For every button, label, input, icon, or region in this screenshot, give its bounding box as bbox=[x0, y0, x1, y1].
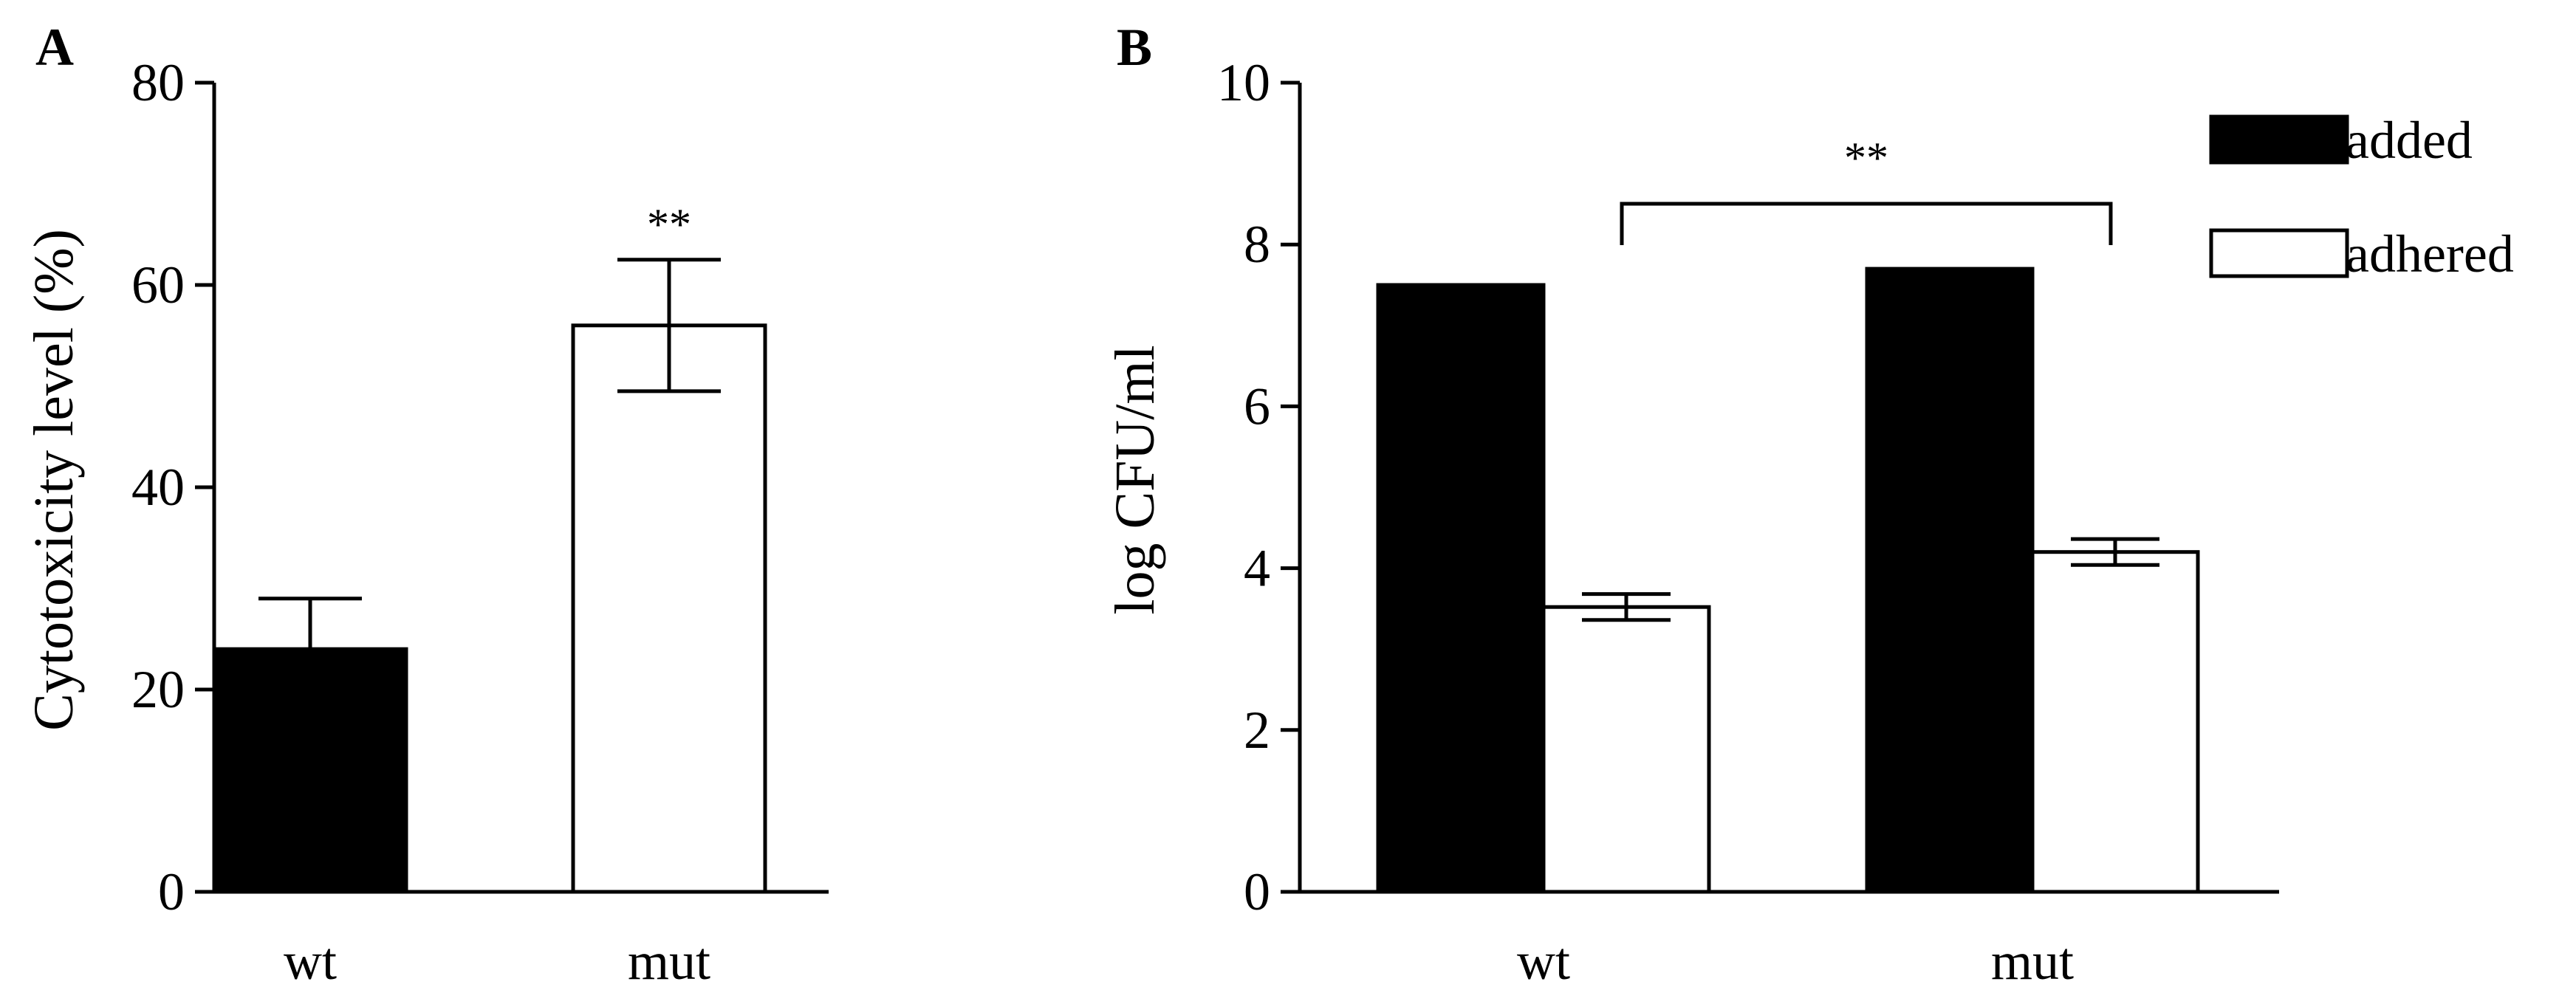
panel-b-error-bar-mut-adhered bbox=[2071, 537, 2159, 567]
panel-a-error-bar-mut bbox=[617, 258, 721, 393]
panel-b-significance-bracket bbox=[1620, 202, 2113, 245]
panel-a-bar-mut bbox=[571, 323, 767, 894]
panel-a-error-bar-wt bbox=[258, 597, 362, 650]
panel-letter-a: A bbox=[35, 18, 74, 77]
panel-a-significance-mut: ** bbox=[647, 200, 691, 249]
panel-b-y-tick-label-10: 10 bbox=[1217, 53, 1270, 112]
panel-b-y-tick-label-0: 0 bbox=[1244, 862, 1270, 921]
panel-a: A Cytotoxicity level (%) 0 20 40 60 80 wt mut… bbox=[23, 18, 829, 991]
legend-label-adhered: adhered bbox=[2346, 224, 2514, 283]
panel-b-error-bar-wt-adhered bbox=[1582, 592, 1671, 622]
panel-a-x-tick-label-mut: mut bbox=[628, 932, 710, 991]
panel-b-bar-wt-added bbox=[1376, 283, 1546, 894]
panel-a-bar-wt bbox=[212, 647, 408, 894]
panel-b-y-tick-label-6: 6 bbox=[1244, 377, 1270, 436]
panel-a-y-axis-title: Cytotoxicity level (%) bbox=[23, 229, 85, 731]
panel-b-y-axis-title: log CFU/ml bbox=[1104, 345, 1166, 614]
panel-a-y-tick-label-40: 40 bbox=[131, 458, 185, 517]
panel-b-y-tick-label-2: 2 bbox=[1244, 701, 1270, 760]
panel-a-x-tick-label-wt: wt bbox=[284, 932, 337, 991]
panel-b-bar-mut-added bbox=[1865, 267, 2035, 894]
panel-b-x-tick-label-wt: wt bbox=[1517, 932, 1570, 991]
panel-b-y-tick-label-8: 8 bbox=[1244, 215, 1270, 274]
panel-b-x-tick-label-mut: mut bbox=[1991, 932, 2074, 991]
legend: added adhered bbox=[2209, 111, 2514, 283]
panel-letter-b: B bbox=[1117, 18, 1152, 77]
panel-b-y-tick-label-4: 4 bbox=[1244, 539, 1270, 598]
panel-a-y-tick-label-80: 80 bbox=[131, 53, 185, 112]
legend-swatch-added bbox=[2209, 114, 2349, 165]
legend-swatch-adhered bbox=[2209, 228, 2349, 278]
panel-a-y-tick-label-0: 0 bbox=[158, 862, 185, 921]
panel-b-significance-label: ** bbox=[1844, 134, 1888, 182]
panel-b-bar-wt-adhered bbox=[1541, 605, 1711, 894]
panel-a-y-tick-label-20: 20 bbox=[131, 660, 185, 719]
legend-label-added: added bbox=[2346, 111, 2473, 170]
panel-b: B log CFU/ml 0 2 4 6 8 10 wt mut ** added adher… bbox=[1104, 18, 2514, 991]
panel-b-bar-mut-adhered bbox=[2030, 550, 2200, 894]
panel-a-y-tick-label-60: 60 bbox=[131, 255, 185, 315]
